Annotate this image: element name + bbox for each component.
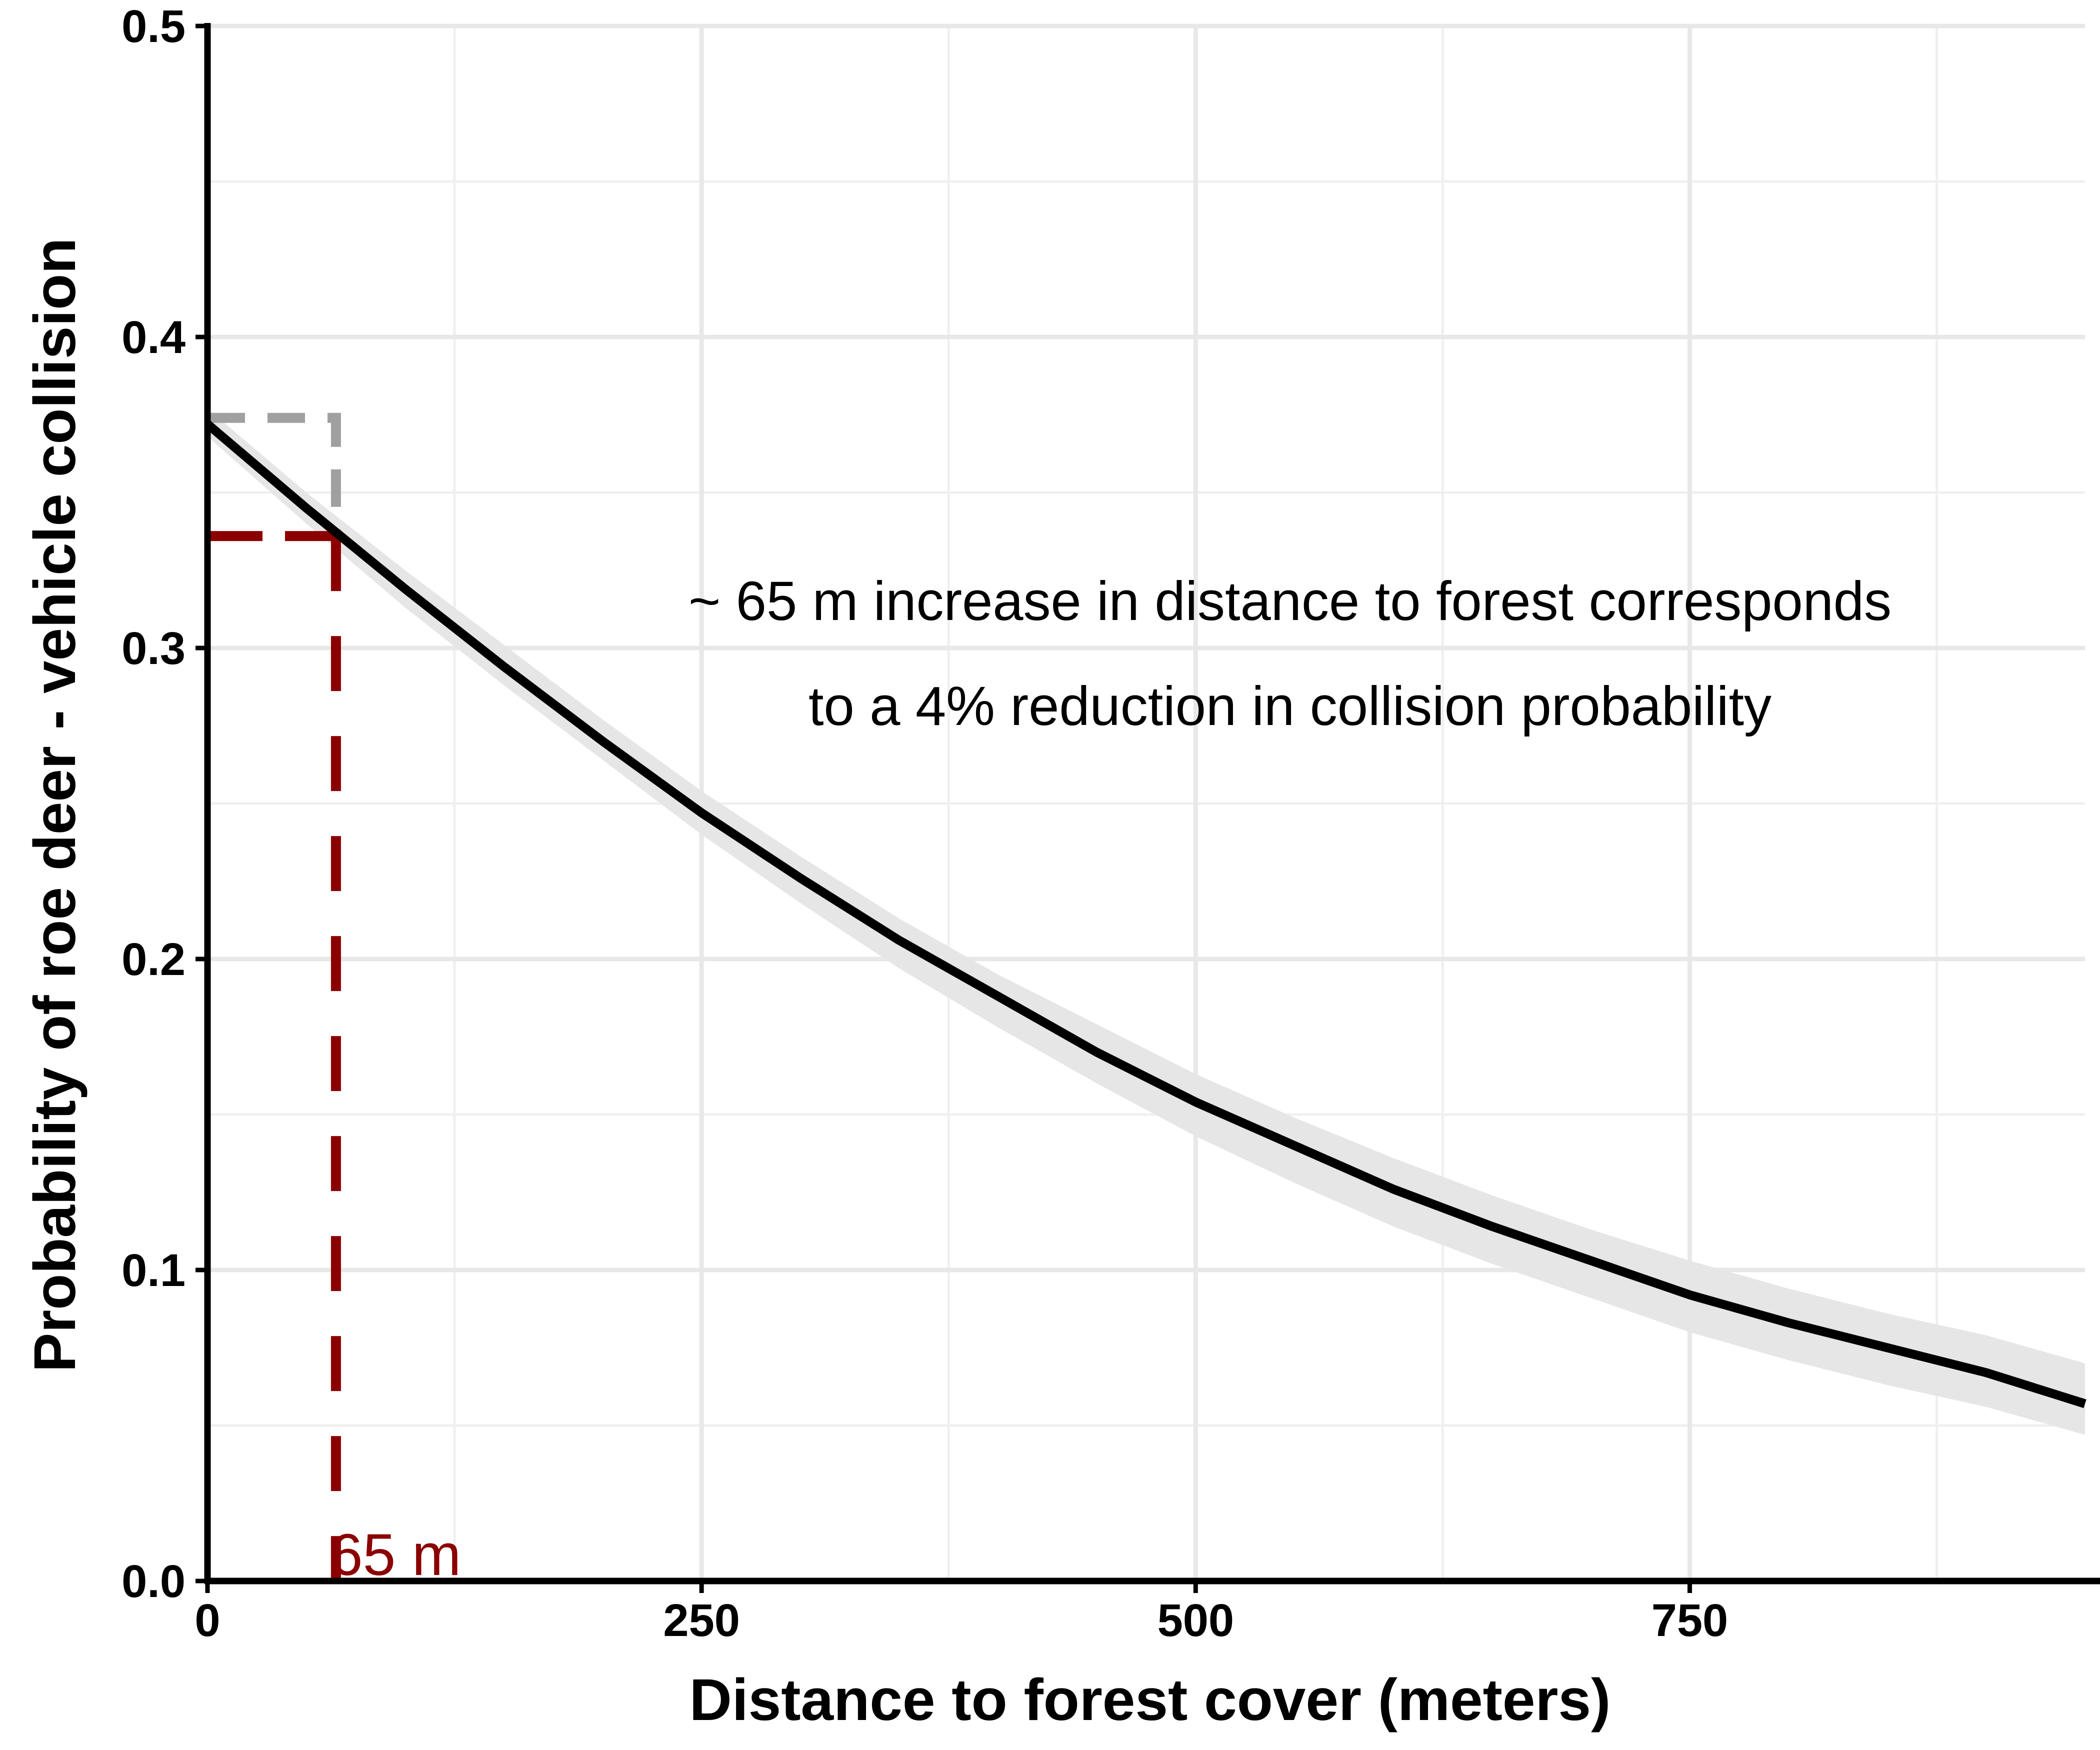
confidence-band xyxy=(208,408,2085,1435)
x-tick-label: 750 xyxy=(1652,1595,1728,1646)
annotation-line-2: to a 4% reduction in collision probabili… xyxy=(808,676,1772,737)
y-tick-label: 0.0 xyxy=(122,1556,186,1607)
confidence-band-layer xyxy=(208,408,2085,1435)
x-tick-label: 500 xyxy=(1158,1595,1234,1646)
reference-lines xyxy=(208,412,341,1581)
y-tick-label: 0.1 xyxy=(122,1245,186,1296)
y-tick-label: 0.2 xyxy=(122,934,186,985)
grey-dashed-reference-bracket xyxy=(208,412,341,533)
series-line-layer xyxy=(204,420,2086,1408)
x-axis-title: Distance to forest cover (meters) xyxy=(690,1667,1611,1733)
fitted-probability-line xyxy=(204,420,2086,1408)
x-tick-label: 250 xyxy=(663,1595,740,1646)
y-tick-labels: 0.0 0.1 0.2 0.3 0.4 0.5 xyxy=(122,1,186,1607)
y-tick-label: 0.3 xyxy=(122,623,186,674)
x-tick-labels: 0 250 500 750 xyxy=(194,1595,1728,1646)
y-tick-label: 0.5 xyxy=(122,1,186,52)
axes xyxy=(196,23,2100,1593)
x-tick-label: 0 xyxy=(194,1595,220,1646)
distance-marker-label: 65 m xyxy=(330,1522,461,1588)
annotation-line-1: ~ 65 m increase in distance to forest co… xyxy=(688,570,1892,632)
y-tick-label: 0.4 xyxy=(122,312,186,363)
y-axis-title: Probability of roe deer - vehicle collis… xyxy=(22,238,88,1372)
